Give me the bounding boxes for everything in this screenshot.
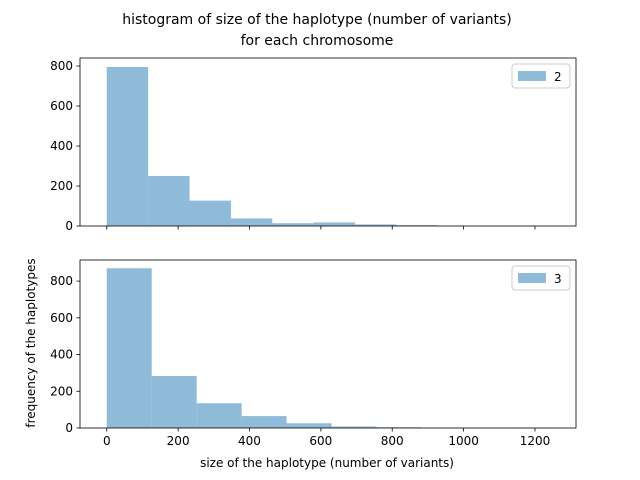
plot-frame bbox=[79, 259, 577, 429]
y-tick-label: 600 bbox=[50, 99, 73, 113]
y-tick-label: 200 bbox=[50, 384, 73, 398]
x-tick-label: 0 bbox=[103, 434, 111, 448]
chart-title-line2: for each chromosome bbox=[241, 33, 394, 49]
histogram-bar bbox=[230, 218, 273, 226]
histogram-bar bbox=[286, 423, 332, 428]
x-axis-label: size of the haplotype (number of variant… bbox=[200, 456, 454, 470]
x-tick-label: 800 bbox=[381, 434, 404, 448]
histogram-bar bbox=[241, 416, 287, 428]
histogram-bar bbox=[313, 222, 356, 226]
legend-label: 3 bbox=[554, 272, 562, 286]
y-tick-label: 0 bbox=[65, 421, 73, 435]
y-axis-label: frequency of the haplotypes bbox=[24, 258, 38, 427]
histogram-bar bbox=[151, 376, 197, 428]
x-tick-label: 1000 bbox=[448, 434, 479, 448]
histogram-bar bbox=[106, 67, 149, 226]
y-tick-label: 800 bbox=[50, 59, 73, 73]
x-tick-label: 400 bbox=[238, 434, 261, 448]
histogram-bar bbox=[355, 224, 397, 226]
y-tick-label: 400 bbox=[50, 348, 73, 362]
legend: 3 bbox=[511, 265, 571, 291]
legend-swatch bbox=[518, 273, 546, 283]
y-tick-label: 600 bbox=[50, 311, 73, 325]
x-tick-label: 600 bbox=[309, 434, 332, 448]
legend-label: 2 bbox=[554, 70, 562, 84]
legend: 2 bbox=[511, 63, 571, 89]
histogram-bar bbox=[148, 176, 190, 226]
x-tick-label: 200 bbox=[167, 434, 190, 448]
y-tick-label: 200 bbox=[50, 179, 73, 193]
x-tick-label: 1200 bbox=[520, 434, 551, 448]
histogram-bar bbox=[272, 223, 314, 226]
histogram-bar bbox=[331, 426, 377, 428]
subplot-chromosome-3: 0 200 400 600 800 0 200 400 600 800 1000 1200 3 bbox=[50, 259, 577, 448]
histogram-bar bbox=[189, 200, 231, 226]
legend-swatch bbox=[518, 71, 546, 81]
chart-title-line1: histogram of size of the haplotype (numb… bbox=[122, 12, 512, 28]
y-tick-label: 800 bbox=[50, 274, 73, 288]
histogram-bar bbox=[196, 403, 242, 428]
histogram-bar bbox=[106, 268, 152, 428]
y-tick-label: 0 bbox=[65, 219, 73, 233]
plot-frame bbox=[79, 57, 577, 227]
y-tick-label: 400 bbox=[50, 139, 73, 153]
subplot-chromosome-2: 0 200 400 600 800 2 bbox=[50, 57, 577, 233]
